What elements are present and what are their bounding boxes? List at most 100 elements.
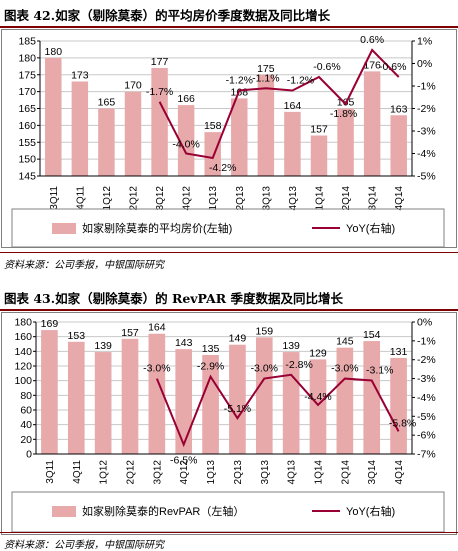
- bar: [310, 135, 328, 176]
- left-tick-label: 20: [20, 434, 32, 446]
- bar-value-label: 131: [390, 346, 408, 358]
- figure-42: 图表 42.如家（剔除莫泰）的平均房价季度数据及同比增长 145 150 155 16…: [0, 0, 458, 272]
- bar: [257, 74, 275, 176]
- bar-value-label: 163: [390, 103, 408, 115]
- avg-room-rate-chart: 145 150 155 160 165 170 175 180 185 -5% -4% -3% -2% -…: [1, 29, 457, 248]
- yoy-value-label: -3.0%: [143, 363, 170, 375]
- bar: [309, 359, 327, 454]
- right-tick-label: -2%: [417, 354, 436, 366]
- left-tick-label: 60: [20, 405, 32, 417]
- legend-line-label: YoY(右轴): [346, 221, 395, 235]
- yoy-value-label: -3.1%: [366, 364, 393, 376]
- left-tick-label: 160: [18, 120, 36, 132]
- yoy-value-label: 0.6%: [360, 34, 384, 46]
- left-tick-label: 155: [18, 137, 36, 149]
- bar-value-label: 170: [124, 80, 142, 92]
- bar-value-label: 139: [94, 340, 112, 352]
- bar: [148, 333, 166, 454]
- category-label: 2Q14: [340, 460, 351, 485]
- yoy-value-label: -5.1%: [224, 403, 251, 415]
- bar: [94, 352, 112, 454]
- left-tick-label: 185: [18, 36, 36, 48]
- bar-value-label: 149: [229, 333, 247, 345]
- category-label: 3Q14: [367, 460, 378, 485]
- yoy-value-label: -6.5%: [170, 455, 197, 467]
- right-tick-label: -3%: [417, 126, 436, 138]
- bar: [121, 338, 139, 454]
- bar: [284, 111, 301, 176]
- yoy-series-line: [158, 48, 400, 160]
- category-label: 3Q14: [368, 186, 379, 211]
- category-label: 3Q12: [155, 186, 166, 211]
- legend-bar-swatch: [52, 506, 76, 517]
- bar-value-label: 154: [363, 329, 381, 341]
- bar-value-label: 129: [309, 347, 327, 359]
- bar-value-label: 169: [41, 318, 59, 330]
- yoy-value-label: -4.0%: [172, 139, 199, 151]
- revpar-chart: 0 20 40 60 80 100 120 140 160 180 -7% -6% -5% -4% -3% -…: [1, 312, 457, 535]
- category-label: 4Q13: [288, 186, 299, 211]
- category-label: 2Q12: [129, 186, 140, 211]
- yoy-series-line: [155, 373, 400, 448]
- category-label: 4Q11: [72, 460, 83, 484]
- category-label: 4Q14: [394, 186, 405, 211]
- right-tick-label: -4%: [417, 392, 436, 404]
- category-label: 2Q13: [235, 186, 246, 211]
- yoy-value-label: -1.7%: [146, 86, 173, 98]
- category-label: 2Q14: [341, 186, 352, 211]
- legend-bar-label: 如家剔除莫泰的平均房价(左轴): [82, 221, 232, 235]
- bar-value-label: 164: [284, 100, 302, 112]
- right-tick-label: 0%: [417, 317, 432, 329]
- bar: [390, 115, 407, 176]
- bar: [67, 341, 85, 454]
- bar: [177, 105, 195, 176]
- legend-bar-swatch: [52, 223, 76, 234]
- category-label: 1Q12: [99, 460, 110, 485]
- category-label: 1Q12: [102, 186, 113, 211]
- left-tick-label: 120: [14, 361, 32, 373]
- right-tick-label: -5%: [417, 171, 436, 183]
- right-tick-label: -7%: [417, 449, 436, 461]
- category-label: 1Q14: [314, 460, 325, 485]
- left-tick-label: 100: [14, 375, 32, 387]
- bar: [363, 71, 381, 176]
- bar-value-label: 166: [177, 93, 195, 105]
- category-label: 1Q13: [208, 186, 219, 211]
- bar-value-label: 157: [121, 327, 139, 339]
- left-tick-label: 165: [18, 103, 36, 115]
- right-tick-label: 1%: [417, 36, 432, 48]
- figure-43: 图表 43.如家（剔除莫泰）的 RevPAR 季度数据及同比增长 0 20 40 60…: [0, 280, 458, 551]
- right-tick-label: -2%: [417, 103, 436, 115]
- bar: [45, 57, 62, 176]
- bar: [98, 108, 115, 176]
- category-label: 3Q13: [260, 460, 271, 485]
- bar: [229, 344, 246, 454]
- yoy-value-label: -3.0%: [331, 363, 358, 375]
- legend-line-label: YoY(右轴): [346, 504, 395, 518]
- bar-value-label: 153: [68, 330, 86, 342]
- source-rule: [0, 532, 458, 533]
- category-label: 1Q13: [206, 460, 217, 485]
- bar: [282, 352, 300, 454]
- yoy-value-label: -1.1%: [252, 72, 279, 84]
- category-label: 3Q12: [152, 460, 163, 485]
- bar: [204, 132, 221, 176]
- bar: [202, 355, 219, 454]
- category-label: 2Q13: [233, 460, 244, 485]
- bar-value-label: 165: [98, 97, 116, 109]
- yoy-value-label: -1.8%: [330, 108, 357, 120]
- bar: [255, 337, 273, 454]
- left-tick-label: 0: [26, 449, 32, 461]
- yoy-value-label: -0.6%: [313, 61, 340, 73]
- left-tick-label: 150: [18, 154, 36, 166]
- category-label: 4Q14: [394, 460, 405, 485]
- category-label: 4Q12: [179, 460, 190, 485]
- left-tick-label: 180: [14, 317, 32, 329]
- bar: [71, 81, 89, 176]
- right-tick-label: 0%: [417, 58, 432, 70]
- source-rule: [0, 252, 458, 253]
- yoy-value-label: -0.6%: [379, 61, 406, 73]
- bar: [151, 68, 168, 176]
- bar-value-label: 176: [363, 59, 381, 71]
- category-label: 4Q11: [75, 186, 86, 210]
